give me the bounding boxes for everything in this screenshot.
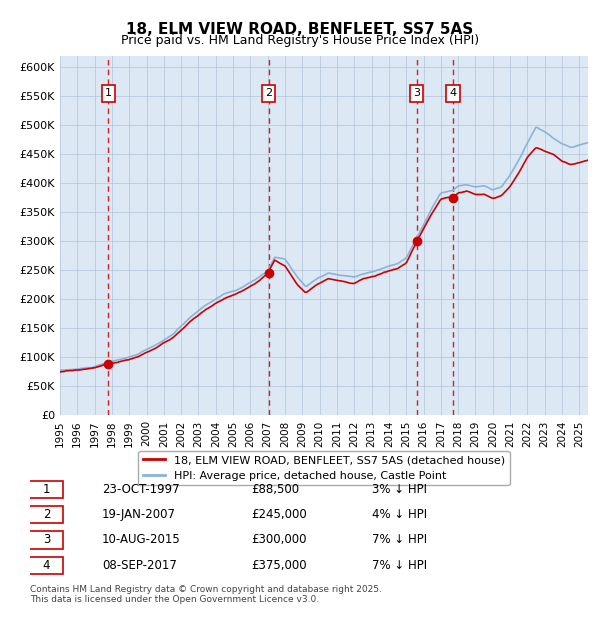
Text: £88,500: £88,500 [251, 483, 299, 496]
Text: 1: 1 [43, 483, 50, 496]
Text: 2: 2 [265, 89, 272, 99]
Text: 10-AUG-2015: 10-AUG-2015 [102, 533, 181, 546]
Text: 4% ↓ HPI: 4% ↓ HPI [372, 508, 427, 521]
Text: £375,000: £375,000 [251, 559, 307, 572]
Text: 4: 4 [449, 89, 457, 99]
Legend: 18, ELM VIEW ROAD, BENFLEET, SS7 5AS (detached house), HPI: Average price, detac: 18, ELM VIEW ROAD, BENFLEET, SS7 5AS (de… [139, 451, 509, 485]
Text: 18, ELM VIEW ROAD, BENFLEET, SS7 5AS: 18, ELM VIEW ROAD, BENFLEET, SS7 5AS [127, 22, 473, 37]
Text: 7% ↓ HPI: 7% ↓ HPI [372, 533, 427, 546]
FancyBboxPatch shape [27, 506, 63, 523]
Text: 3: 3 [43, 533, 50, 546]
FancyBboxPatch shape [27, 531, 63, 549]
Text: 7% ↓ HPI: 7% ↓ HPI [372, 559, 427, 572]
Text: Contains HM Land Registry data © Crown copyright and database right 2025.
This d: Contains HM Land Registry data © Crown c… [30, 585, 382, 604]
Text: 08-SEP-2017: 08-SEP-2017 [102, 559, 176, 572]
Text: £300,000: £300,000 [251, 533, 307, 546]
Text: Price paid vs. HM Land Registry's House Price Index (HPI): Price paid vs. HM Land Registry's House … [121, 34, 479, 47]
Text: 3% ↓ HPI: 3% ↓ HPI [372, 483, 427, 496]
Text: 4: 4 [43, 559, 50, 572]
Text: 23-OCT-1997: 23-OCT-1997 [102, 483, 179, 496]
Text: 3: 3 [413, 89, 420, 99]
Text: £245,000: £245,000 [251, 508, 307, 521]
FancyBboxPatch shape [27, 557, 63, 574]
FancyBboxPatch shape [27, 481, 63, 498]
Text: 19-JAN-2007: 19-JAN-2007 [102, 508, 176, 521]
Text: 2: 2 [43, 508, 50, 521]
Text: 1: 1 [105, 89, 112, 99]
